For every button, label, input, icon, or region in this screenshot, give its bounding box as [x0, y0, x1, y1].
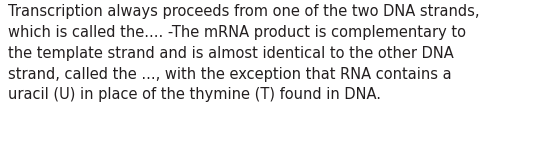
Text: Transcription always proceeds from one of the two DNA strands,
which is called t: Transcription always proceeds from one o… [8, 4, 479, 102]
